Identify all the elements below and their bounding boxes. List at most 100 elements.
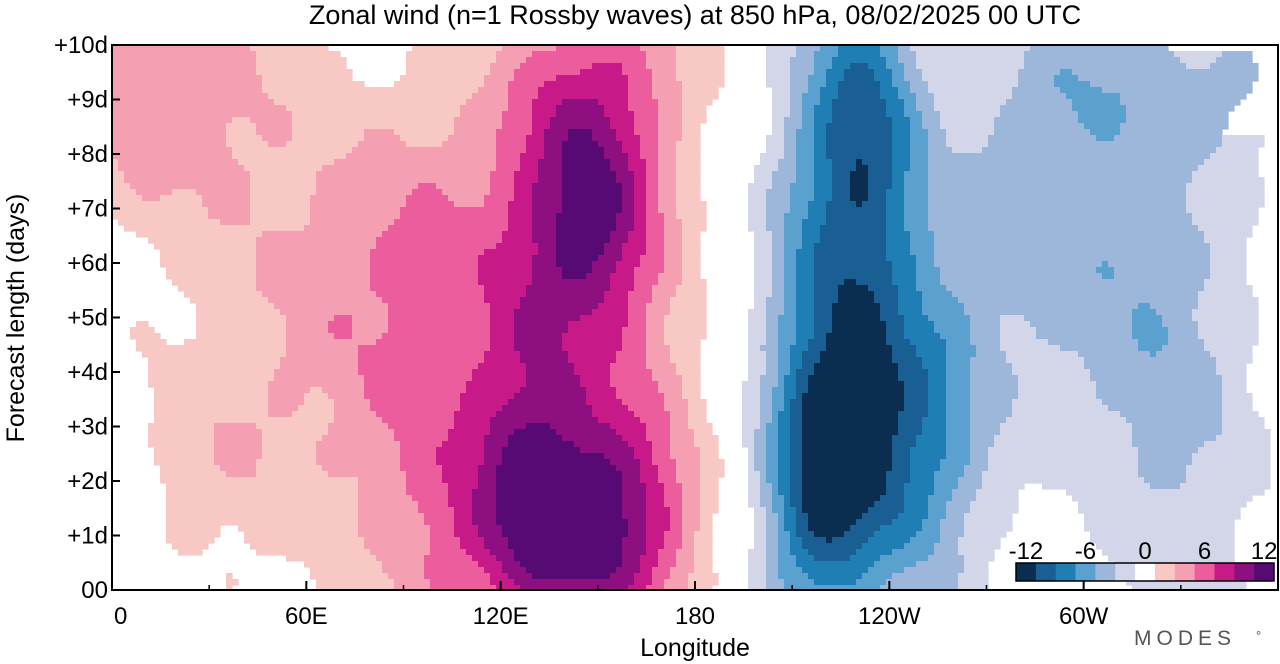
- contour-cell: [148, 381, 269, 388]
- contour-cell: [892, 357, 923, 364]
- contour-cell: [622, 207, 635, 214]
- contour-cell: [898, 411, 929, 418]
- contour-cell: [982, 471, 1139, 478]
- x-tick-label: 60W: [1059, 603, 1109, 630]
- contour-cell: [772, 393, 785, 400]
- contour-cell: [784, 399, 791, 406]
- contour-cell: [508, 213, 533, 220]
- contour-cell: [1198, 303, 1259, 310]
- contour-cell: [244, 531, 359, 538]
- contour-cell: [682, 237, 701, 244]
- contour-cell: [646, 309, 671, 316]
- contour-cell: [448, 135, 497, 142]
- contour-cell: [646, 345, 671, 352]
- contour-cell: [742, 399, 761, 406]
- contour-cell: [124, 225, 305, 232]
- contour-cell: [382, 333, 491, 340]
- y-tick-label: +5d: [67, 305, 108, 332]
- contour-cell: [778, 165, 797, 172]
- contour-cell: [622, 141, 641, 148]
- contour-cell: [892, 345, 917, 352]
- contour-cell: [1204, 441, 1271, 448]
- contour-cell: [580, 315, 629, 322]
- contour-cell: [856, 579, 887, 586]
- contour-cell: [760, 399, 773, 406]
- contour-cell: [430, 537, 461, 544]
- contour-cell: [916, 93, 935, 100]
- contour-cell: [814, 159, 833, 166]
- contour-cell: [622, 189, 635, 196]
- contour-cell: [676, 51, 725, 58]
- colorbar-frame: [1015, 562, 1275, 582]
- contour-cell: [514, 393, 587, 400]
- contour-cell: [286, 333, 335, 340]
- contour-cell: [364, 381, 467, 388]
- contour-cell: [748, 369, 767, 376]
- contour-cell: [622, 249, 647, 256]
- contour-cell: [490, 303, 521, 310]
- colorbar-swatch: [1154, 563, 1176, 581]
- contour-cell: [610, 285, 635, 292]
- contour-cell: [904, 489, 935, 496]
- contour-cell: [646, 531, 665, 538]
- contour-cell: [676, 459, 701, 466]
- contour-cell: [682, 81, 725, 88]
- contour-cell: [766, 465, 779, 472]
- contour-cell: [634, 129, 659, 136]
- contour-cell: [1192, 315, 1259, 322]
- contour-cell: [148, 369, 275, 376]
- contour-cell: [112, 99, 275, 106]
- contour-cell: [892, 141, 911, 148]
- contour-cell: [748, 213, 767, 220]
- contour-cell: [154, 393, 269, 400]
- contour-cell: [520, 165, 539, 172]
- contour-cell: [388, 309, 491, 316]
- contour-cell: [442, 141, 497, 148]
- contour-cell: [1114, 273, 1211, 280]
- contour-cell: [892, 129, 911, 136]
- contour-cell: [682, 219, 707, 226]
- contour-cell: [280, 309, 389, 316]
- contour-cell: [358, 369, 473, 376]
- contour-cell: [460, 105, 509, 112]
- contour-cell: [1198, 291, 1253, 298]
- contour-cell: [700, 453, 719, 460]
- contour-cell: [1138, 447, 1199, 454]
- contour-cell: [700, 471, 725, 478]
- contour-cell: [1174, 51, 1223, 58]
- contour-cell: [268, 399, 305, 406]
- contour-cell: [388, 327, 491, 334]
- contour-cell: [364, 129, 395, 136]
- contour-cell: [466, 387, 521, 394]
- contour-cell: [796, 315, 815, 322]
- contour-cell: [214, 447, 263, 454]
- contour-cell: [808, 381, 905, 388]
- contour-cell: [256, 63, 347, 70]
- contour-cell: [1000, 429, 1133, 436]
- contour-cell: [766, 579, 785, 586]
- contour-cell: [1210, 249, 1247, 256]
- contour-cell: [910, 537, 941, 544]
- contour-cell: [628, 585, 647, 591]
- contour-cell: [742, 441, 755, 448]
- contour-cell: [592, 267, 617, 274]
- contour-cell: [1168, 327, 1199, 334]
- contour-cell: [1186, 471, 1271, 478]
- contour-cell: [790, 483, 803, 490]
- contour-cell: [178, 285, 257, 292]
- contour-cell: [910, 129, 929, 136]
- contour-cell: [778, 459, 791, 466]
- contour-cell: [502, 453, 605, 460]
- contour-cell: [832, 99, 887, 106]
- contour-cell: [790, 99, 803, 106]
- contour-cell: [688, 399, 707, 406]
- contour-cell: [748, 351, 767, 358]
- contour-cell: [772, 507, 785, 514]
- contour-cell: [802, 483, 887, 490]
- colorbar-swatch: [1095, 563, 1116, 581]
- contour-cell: [748, 327, 767, 334]
- contour-cell: [634, 279, 659, 286]
- contour-cell: [946, 447, 971, 454]
- contour-cell: [514, 171, 539, 178]
- contour-cell: [634, 273, 659, 280]
